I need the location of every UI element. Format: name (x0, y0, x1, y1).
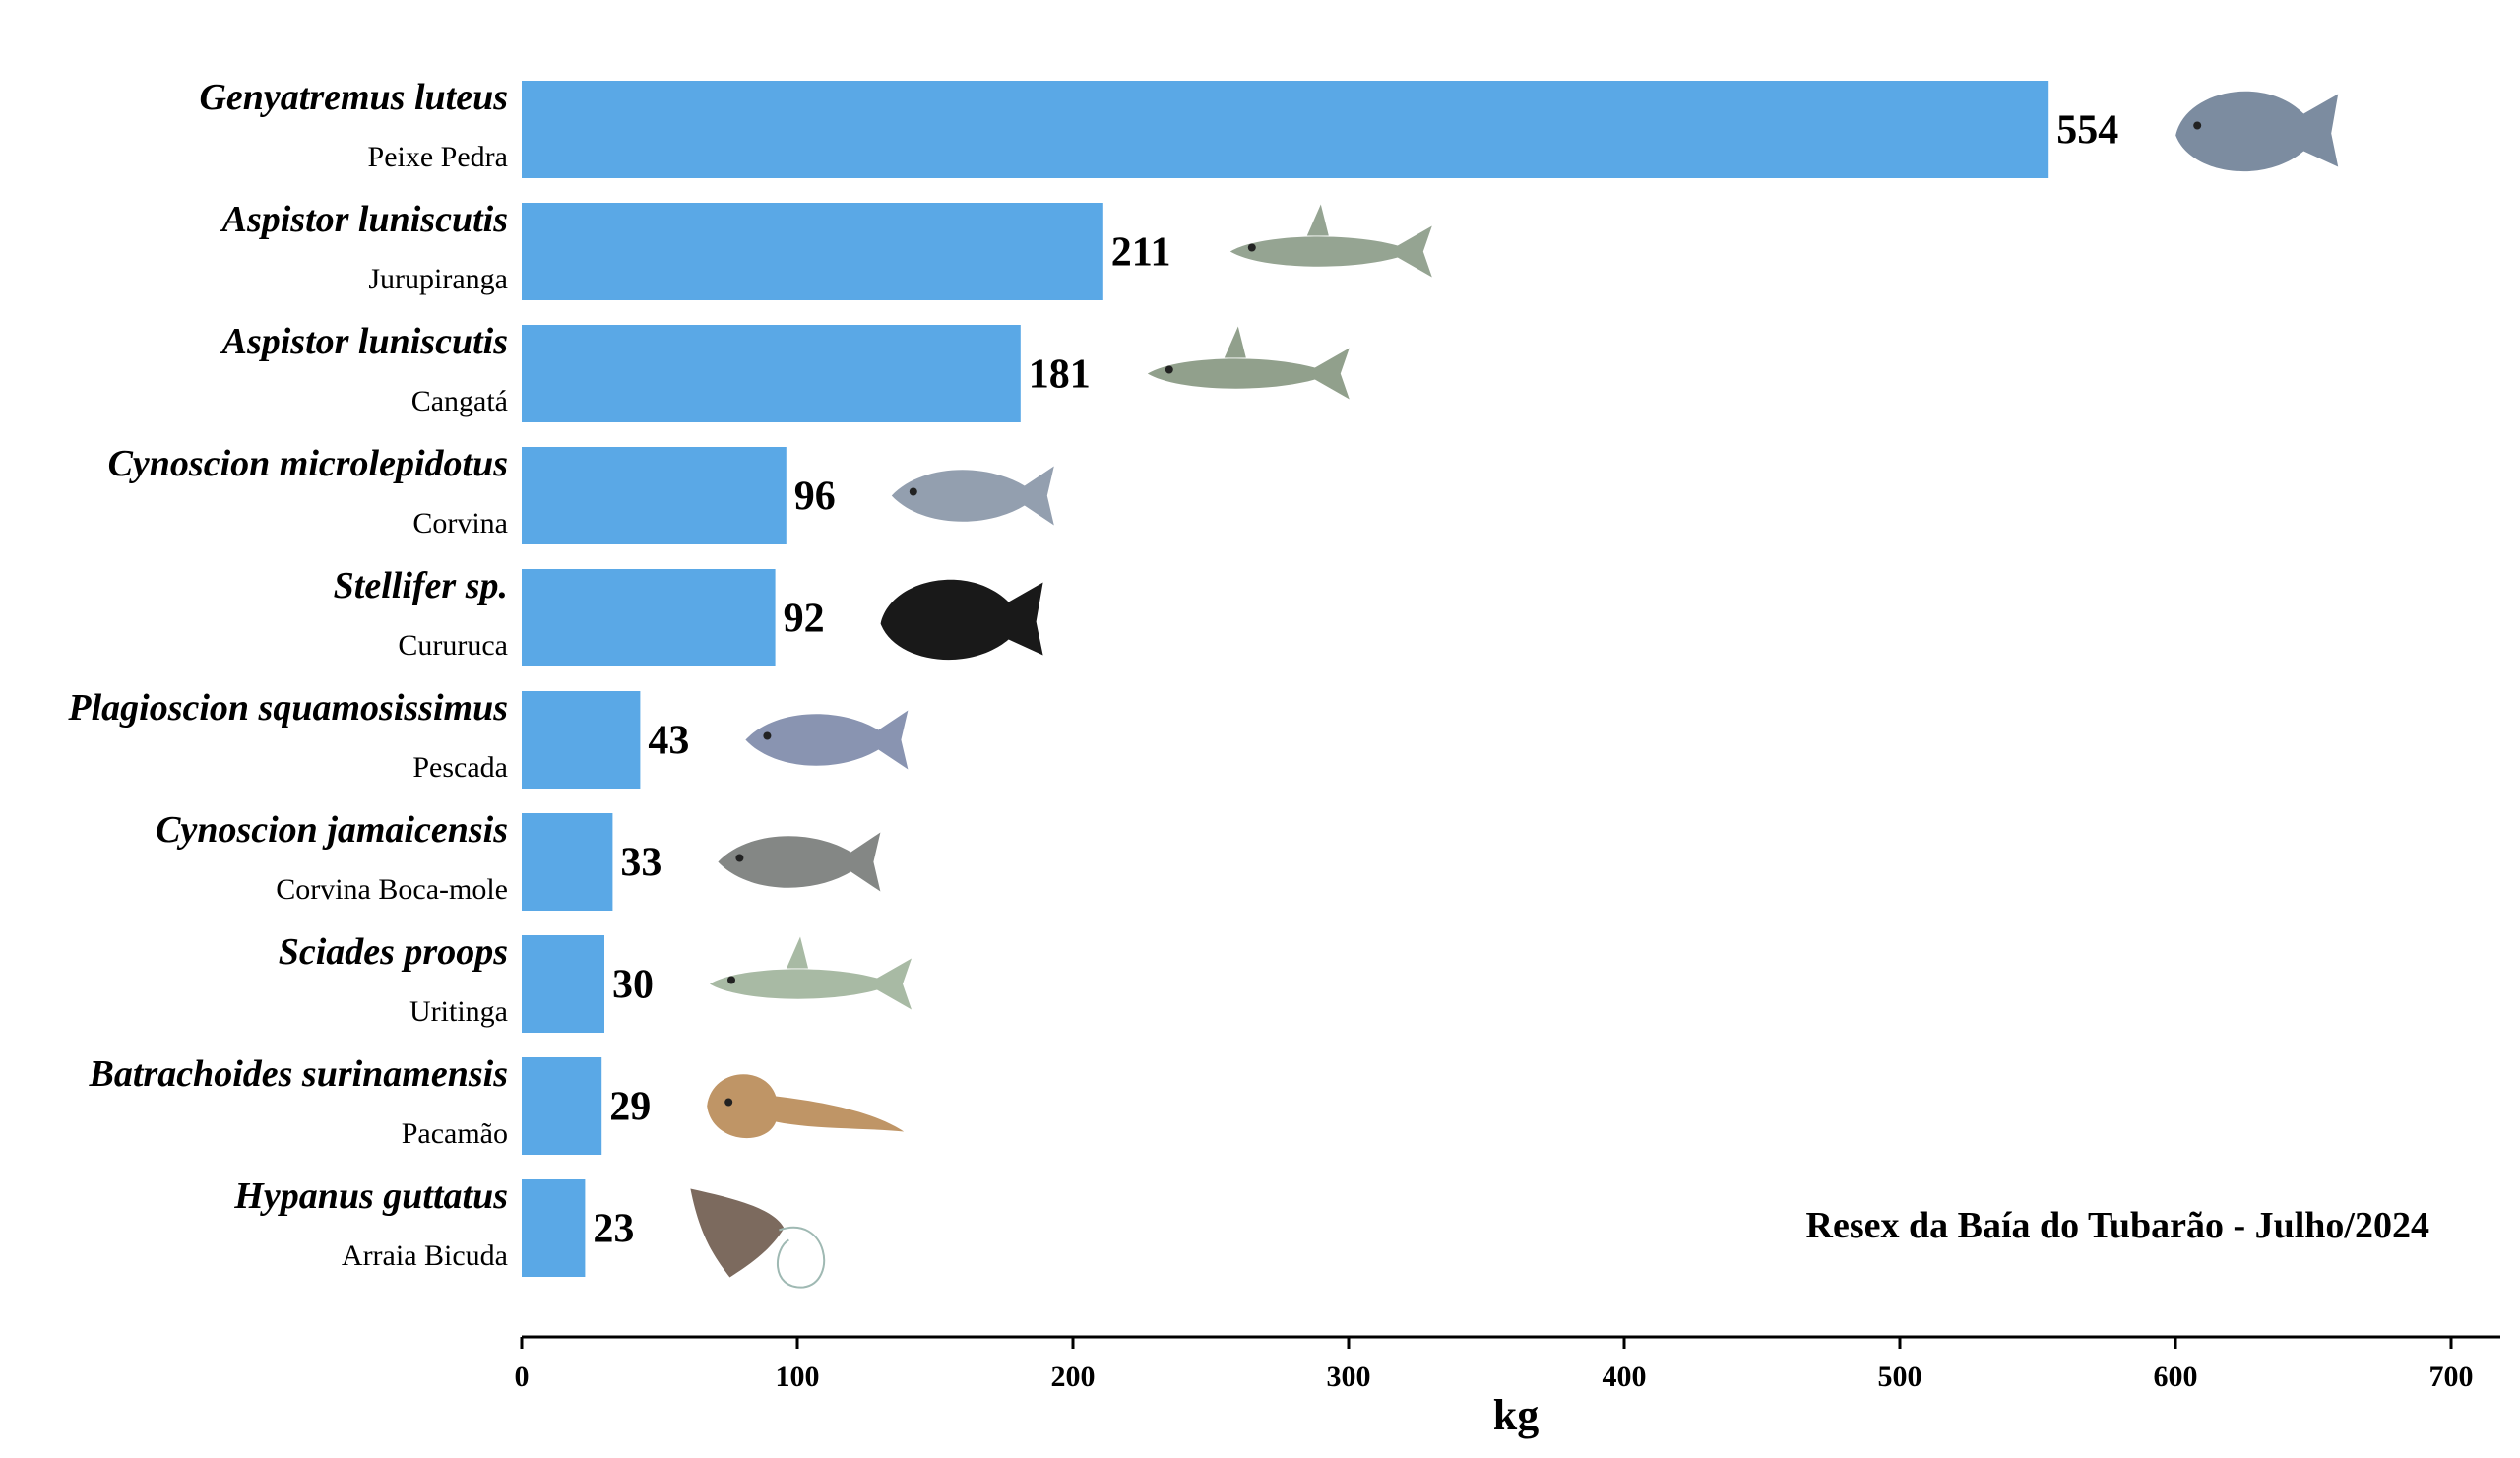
bar (522, 203, 1103, 300)
common-name-label: Corvina Boca-mole (276, 873, 508, 906)
x-axis: 0 100 200 300 400 500 600 700 (515, 1335, 2500, 1393)
bar (522, 569, 776, 666)
x-tick-label: 500 (1878, 1361, 1922, 1393)
species-label: Aspistor luniscutis (220, 199, 508, 240)
fish-pacamao-icon (707, 1074, 905, 1139)
chart-annotation: Resex da Baía do Tubarão - Julho/2024 (1806, 1205, 2429, 1246)
x-tick-label: 300 (1327, 1361, 1371, 1393)
fish-icons-layer (690, 91, 2339, 1289)
bar-value-label: 211 (1111, 230, 1171, 276)
x-tick-label: 100 (776, 1361, 820, 1393)
common-name-label: Jurupiranga (368, 263, 508, 295)
bar (522, 1179, 586, 1277)
fish-pescada-icon (745, 710, 909, 770)
x-tick-label: 0 (515, 1361, 530, 1393)
x-tick-label: 700 (2429, 1361, 2474, 1393)
fish-peixe-pedra-icon (2175, 91, 2339, 172)
fish-corvina-boca-mole-icon (718, 832, 881, 892)
common-name-label: Cururuca (398, 629, 508, 662)
species-label: Cynoscion microlepidotus (108, 443, 508, 484)
x-tick-label: 400 (1603, 1361, 1647, 1393)
bar-value-label: 96 (794, 475, 836, 520)
bar-value-label: 23 (593, 1207, 634, 1252)
common-name-label: Peixe Pedra (368, 141, 508, 173)
common-name-label: Arraia Bicuda (342, 1239, 508, 1272)
bar-value-label: 181 (1029, 352, 1091, 398)
common-name-label: Pacamão (402, 1117, 508, 1150)
category-labels-layer: Genyatremus luteus Peixe Pedra Aspistor lu… (67, 77, 508, 1272)
x-tick-label: 200 (1051, 1361, 1096, 1393)
bar-value-label: 30 (612, 963, 654, 1008)
x-axis-title: kg (1493, 1391, 1539, 1439)
bar (522, 81, 2049, 178)
bar (522, 447, 787, 544)
common-name-label: Pescada (412, 751, 508, 784)
bar-value-label: 29 (609, 1085, 651, 1130)
bars-layer: 554 211 181 96 92 43 33 30 29 23 (522, 81, 2118, 1277)
species-label: Genyatremus luteus (199, 77, 508, 118)
fish-corvina-icon (891, 466, 1054, 526)
bar-value-label: 92 (784, 597, 825, 642)
bar (522, 1057, 602, 1155)
bar (522, 935, 604, 1033)
species-label: Sciades proops (279, 931, 508, 973)
x-tick-label: 600 (2154, 1361, 2198, 1393)
fish-jurupiranga-icon (1229, 204, 1432, 278)
bar (522, 325, 1021, 422)
bar-value-label: 33 (620, 841, 662, 886)
bar-value-label: 554 (2056, 108, 2118, 154)
fish-uritinga-icon (710, 936, 912, 1010)
fish-cururuca-silhouette-icon (880, 579, 1043, 661)
stingray-arraia-bicuda-icon (690, 1188, 826, 1289)
common-name-label: Uritinga (410, 995, 508, 1028)
bar-value-label: 43 (648, 719, 689, 764)
species-label: Hypanus guttatus (233, 1175, 508, 1217)
fish-cangata-icon (1147, 326, 1350, 400)
bar (522, 691, 641, 789)
species-label: Cynoscion jamaicensis (156, 809, 508, 851)
common-name-label: Corvina (412, 507, 508, 539)
species-label: Plagioscion squamosissimus (67, 687, 508, 729)
common-name-label: Cangatá (411, 385, 508, 417)
species-label: Aspistor luniscutis (220, 321, 508, 362)
bar (522, 813, 613, 911)
species-label: Batrachoides surinamensis (89, 1053, 509, 1095)
species-label: Stellifer sp. (334, 565, 508, 606)
